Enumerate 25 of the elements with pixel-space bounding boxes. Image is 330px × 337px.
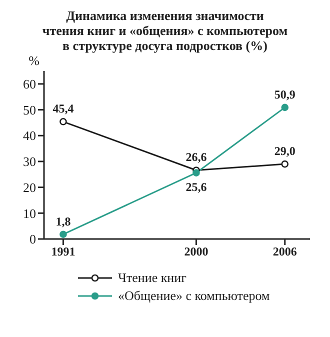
legend-label: Чтение книг xyxy=(118,270,186,286)
y-tick-label: 0 xyxy=(30,232,36,247)
y-tick-label: 60 xyxy=(23,76,36,92)
y-tick-label: 20 xyxy=(23,180,36,195)
y-tick-label: 50 xyxy=(23,102,36,118)
point xyxy=(192,169,200,176)
y-tick-label: 30 xyxy=(23,154,36,170)
data-label: 50,9 xyxy=(274,87,296,102)
y-tick-label: 40 xyxy=(23,128,36,144)
legend-label: «Общение» с компьютером xyxy=(118,288,270,304)
x-tick-label: 2006 xyxy=(272,244,297,259)
point xyxy=(281,104,289,112)
data-label: 25,6 xyxy=(186,180,207,194)
data-label: 29,0 xyxy=(274,144,296,158)
y-tick-label: 10 xyxy=(23,206,36,221)
x-tick-label: 2000 xyxy=(184,244,208,259)
point xyxy=(60,230,67,238)
y-axis-title: % xyxy=(28,53,40,68)
point xyxy=(60,118,67,126)
chart-title: Динамика изменения значимости чтения книг и «общения» с компьютером в структуре досуга подростков (%) xyxy=(41,8,289,53)
data-label: 45,4 xyxy=(52,102,74,116)
x-tick-label: 1991 xyxy=(51,244,76,259)
point xyxy=(281,160,289,168)
data-label: 26,6 xyxy=(186,150,207,164)
data-label: 1,8 xyxy=(56,214,71,228)
